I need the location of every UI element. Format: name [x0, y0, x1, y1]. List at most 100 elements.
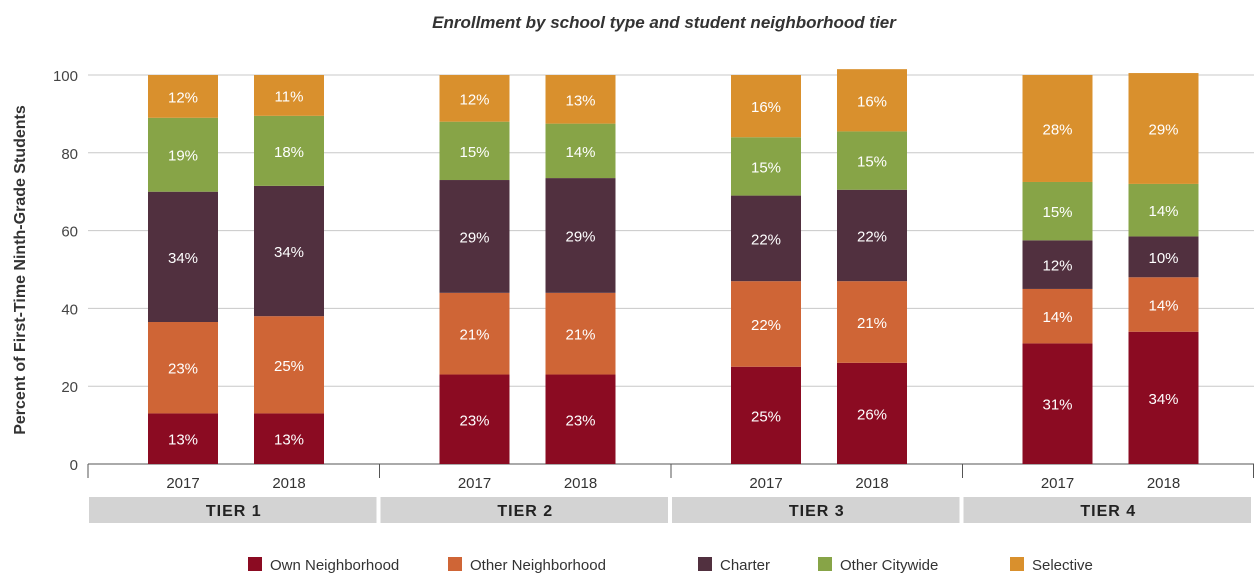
bar-segment [1022, 343, 1093, 464]
legend-label: Charter [720, 557, 770, 574]
segment-data-label: 15% [751, 159, 781, 176]
segment-data-label: 16% [751, 99, 781, 116]
x-tick-label-year: 2018 [1147, 475, 1180, 492]
bar-segment [148, 75, 218, 118]
bar-segment [837, 189, 907, 282]
segment-data-label: 22% [751, 317, 781, 334]
bar-segment [148, 191, 218, 323]
segment-data-label: 12% [459, 91, 489, 108]
x-tick-label-year: 2018 [855, 475, 888, 492]
segment-data-label: 34% [1148, 391, 1178, 408]
bar-segment [731, 366, 801, 464]
segment-data-label: 21% [857, 315, 887, 332]
x-tick-label-year: 2017 [1041, 475, 1074, 492]
segment-data-label: 15% [459, 144, 489, 161]
segment-data-label: 10% [1148, 250, 1178, 267]
bar-segment [439, 121, 510, 181]
y-tick-label: 60 [61, 224, 78, 241]
segment-data-label: 12% [1042, 258, 1072, 275]
legend-label: Selective [1032, 557, 1093, 574]
segment-data-label: 15% [857, 154, 887, 171]
tier-band [89, 497, 377, 523]
segment-data-label: 26% [857, 406, 887, 423]
bar-segment [254, 413, 324, 464]
segment-data-label: 23% [565, 412, 595, 429]
segment-data-label: 34% [274, 244, 304, 261]
x-tick-label-year: 2017 [458, 475, 491, 492]
bar-segment [731, 75, 801, 138]
bar-segment [545, 292, 616, 375]
tier-label: TIER 1 [206, 503, 262, 520]
bar-segment [254, 115, 324, 186]
bar-segment [254, 316, 324, 414]
legend-swatch [818, 557, 832, 571]
x-tick-label-year: 2018 [272, 475, 305, 492]
tier-band [672, 497, 960, 523]
bar-segment [545, 75, 616, 124]
tier-band [380, 497, 668, 523]
bar-segment [1022, 240, 1093, 289]
segment-data-label: 21% [459, 327, 489, 344]
segment-data-label: 14% [1148, 298, 1178, 315]
bar-segment [439, 292, 510, 375]
bar-segment [731, 195, 801, 282]
segment-data-label: 23% [168, 361, 198, 378]
segment-data-label: 21% [565, 327, 595, 344]
bar-segment [439, 75, 510, 122]
bar-segment [731, 137, 801, 196]
y-tick-label: 100 [53, 68, 78, 85]
legend-swatch [1010, 557, 1024, 571]
segment-data-label: 25% [274, 358, 304, 375]
y-tick-label: 20 [61, 379, 78, 396]
legend-label: Own Neighborhood [270, 557, 399, 574]
tier-bands: TIER 1 TIER 2 TIER 3 TIER 4 [89, 497, 1251, 523]
segment-data-label: 19% [168, 148, 198, 165]
bar-segment [837, 69, 907, 132]
legend-label: Other Neighborhood [470, 557, 606, 574]
bar-segment [837, 281, 907, 363]
segment-data-label: 29% [459, 229, 489, 246]
segment-data-label: 29% [1148, 121, 1178, 138]
data-labels: 13% 23% 34% 19% 12% 13% 25% 34% 18% 11% 23% 21% 29% 1… [168, 88, 1179, 448]
legend-swatch [698, 557, 712, 571]
segment-data-label: 28% [1042, 121, 1072, 138]
segment-data-label: 14% [1148, 203, 1178, 220]
bar-segment [148, 117, 218, 192]
segment-data-label: 11% [275, 88, 304, 105]
segment-data-label: 25% [751, 408, 781, 425]
segment-data-label: 13% [274, 432, 304, 449]
segment-data-label: 13% [565, 92, 595, 109]
bar-segment [148, 413, 218, 464]
bar-segment [1128, 331, 1199, 464]
bar-segment [545, 374, 616, 464]
tier-band [963, 497, 1251, 523]
tier-label: TIER 3 [789, 503, 845, 520]
y-axis-label: Percent of First-Time Ninth-Grade Studen… [12, 105, 29, 435]
segment-data-label: 12% [168, 89, 198, 106]
y-tick-label: 80 [61, 146, 78, 163]
bar-segment [731, 281, 801, 367]
segment-data-label: 22% [857, 228, 887, 245]
y-tick-label: 0 [70, 457, 78, 474]
x-tick-label-year: 2018 [564, 475, 597, 492]
segment-data-label: 18% [274, 144, 304, 161]
x-tick-label-year: 2017 [749, 475, 782, 492]
bars [148, 69, 1199, 464]
segment-data-label: 29% [565, 228, 595, 245]
bar-segment [545, 123, 616, 179]
x-tick-label-year: 2017 [166, 475, 199, 492]
segment-data-label: 31% [1042, 397, 1072, 414]
segment-data-label: 23% [459, 412, 489, 429]
bar-segment [1022, 75, 1093, 182]
chart-title: Enrollment by school type and student ne… [432, 13, 897, 32]
bar-segment [1128, 277, 1199, 332]
legend: Own Neighborhood Other Neighborhood Charte… [248, 557, 1093, 574]
bar-segment [254, 185, 324, 317]
bar-segment [837, 131, 907, 190]
tier-label: TIER 2 [497, 503, 553, 520]
segment-data-label: 14% [1042, 309, 1072, 326]
segment-data-label: 34% [168, 250, 198, 267]
bar-segment [1128, 73, 1199, 184]
bar-segment [1022, 288, 1093, 344]
